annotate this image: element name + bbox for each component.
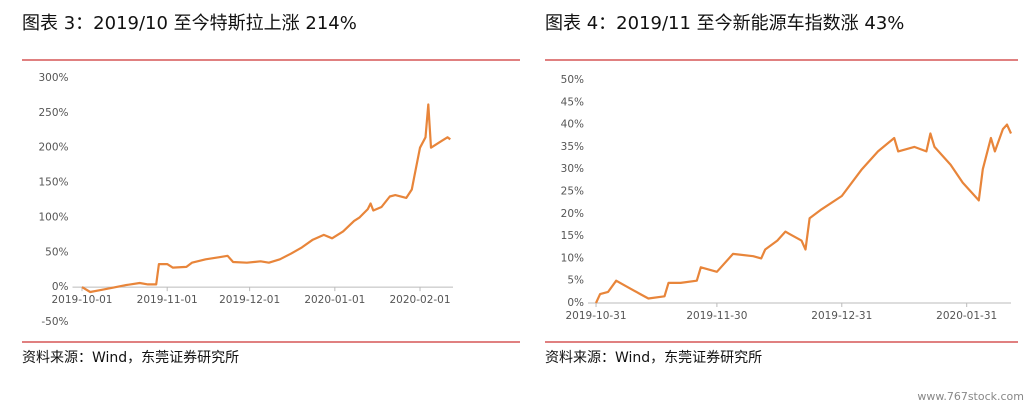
y-tick-label: 0% xyxy=(52,281,69,293)
y-tick-label: 200% xyxy=(38,142,68,154)
y-tick-label: 300% xyxy=(38,72,68,84)
y-tick-label: -50% xyxy=(41,316,68,328)
y-tick-label: 30% xyxy=(561,163,584,175)
chart-title: 图表 4：2019/11 至今新能源车指数涨 43% xyxy=(545,13,904,34)
y-tick-label: 150% xyxy=(38,177,68,189)
y-tick-label: 15% xyxy=(561,230,584,242)
x-tick-label: 2019-12-01 xyxy=(219,294,280,306)
y-tick-label: 50% xyxy=(561,74,584,86)
y-tick-label: 250% xyxy=(38,107,68,119)
y-tick-label: 10% xyxy=(561,252,584,264)
y-tick-label: 25% xyxy=(561,186,584,198)
watermark: www.767stock.com xyxy=(917,390,1024,403)
source: 资料来源：Wind，东莞证券研究所 xyxy=(22,350,239,366)
x-tick-label: 2019-12-31 xyxy=(811,310,872,322)
x-tick-label: 2019-10-01 xyxy=(51,294,112,306)
x-tick-label: 2019-11-30 xyxy=(686,310,747,322)
x-tick-label: 2019-10-31 xyxy=(566,310,627,322)
y-tick-label: 5% xyxy=(567,275,584,287)
y-tick-label: 0% xyxy=(567,297,584,309)
y-tick-label: 35% xyxy=(561,141,584,153)
y-tick-label: 45% xyxy=(561,96,584,108)
y-tick-label: 40% xyxy=(561,119,584,131)
y-tick-label: 100% xyxy=(38,211,68,223)
x-tick-label: 2020-02-01 xyxy=(390,294,451,306)
y-tick-label: 50% xyxy=(45,246,68,258)
y-tick-label: 20% xyxy=(561,208,584,220)
source: 资料来源：Wind，东莞证券研究所 xyxy=(545,350,762,366)
chart-title: 图表 3：2019/10 至今特斯拉上涨 214% xyxy=(22,13,357,34)
line-series xyxy=(595,123,1013,304)
x-tick-label: 2020-01-31 xyxy=(936,310,997,322)
x-tick-label: 2020-01-01 xyxy=(304,294,365,306)
line-series xyxy=(81,103,451,294)
x-tick-label: 2019-11-01 xyxy=(137,294,198,306)
